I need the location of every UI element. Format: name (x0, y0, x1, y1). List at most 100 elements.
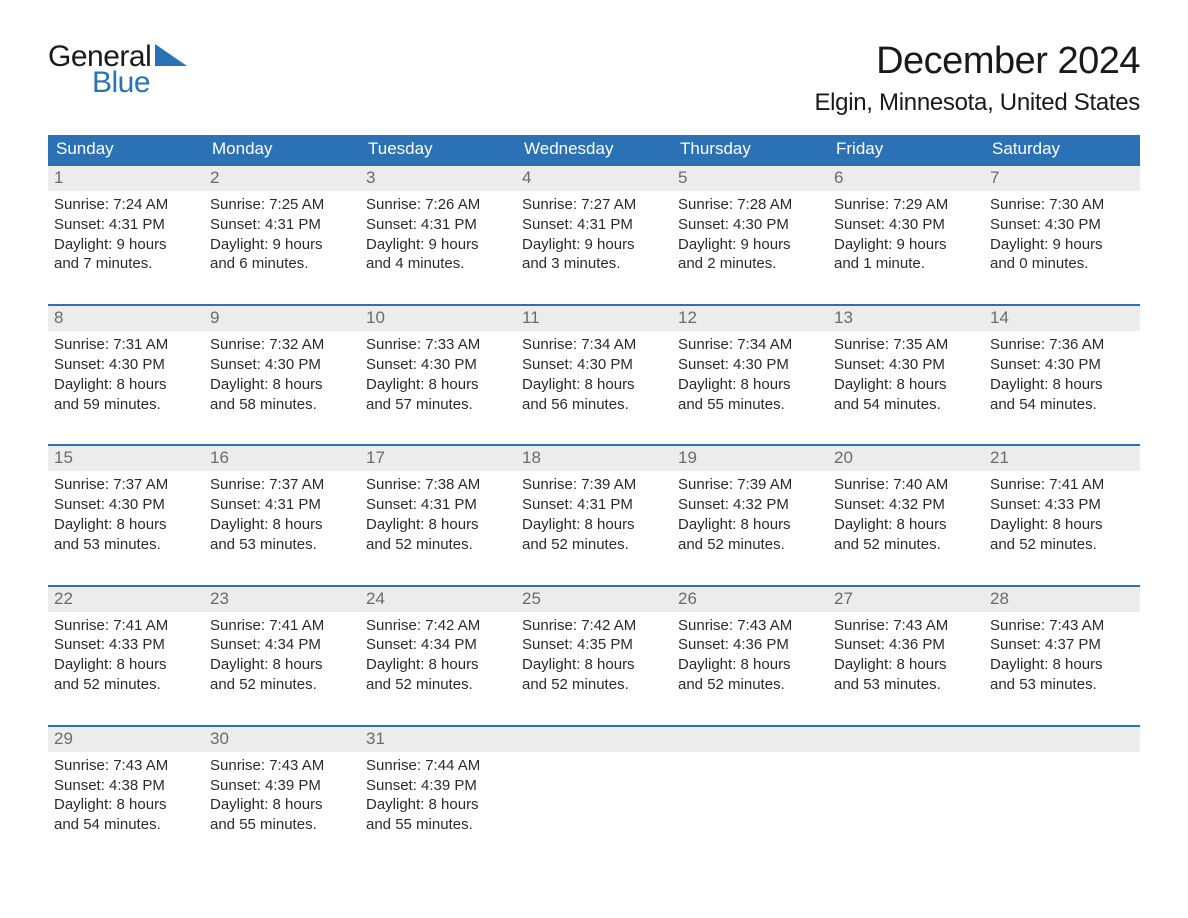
daylight-line-1: Daylight: 8 hours (522, 655, 666, 675)
daylight-line-2: and 52 minutes. (54, 675, 198, 695)
day-cell: 30Sunrise: 7:43 AMSunset: 4:39 PMDayligh… (204, 727, 360, 841)
daylight-line-2: and 52 minutes. (210, 675, 354, 695)
daylight-line-2: and 53 minutes. (834, 675, 978, 695)
day-cell: 8Sunrise: 7:31 AMSunset: 4:30 PMDaylight… (48, 306, 204, 420)
day-body: Sunrise: 7:39 AMSunset: 4:31 PMDaylight:… (516, 471, 672, 560)
daylight-line-2: and 53 minutes. (210, 535, 354, 555)
daylight-line-1: Daylight: 9 hours (210, 235, 354, 255)
day-cell: 6Sunrise: 7:29 AMSunset: 4:30 PMDaylight… (828, 166, 984, 280)
sunset-line: Sunset: 4:32 PM (678, 495, 822, 515)
day-body: Sunrise: 7:37 AMSunset: 4:30 PMDaylight:… (48, 471, 204, 560)
day-number: 10 (360, 306, 516, 331)
sunrise-line: Sunrise: 7:43 AM (210, 756, 354, 776)
day-number-empty (984, 727, 1140, 752)
day-cell: 11Sunrise: 7:34 AMSunset: 4:30 PMDayligh… (516, 306, 672, 420)
daylight-line-1: Daylight: 8 hours (366, 795, 510, 815)
day-body: Sunrise: 7:24 AMSunset: 4:31 PMDaylight:… (48, 191, 204, 280)
sunset-line: Sunset: 4:39 PM (210, 776, 354, 796)
daylight-line-1: Daylight: 8 hours (678, 515, 822, 535)
day-cell: 21Sunrise: 7:41 AMSunset: 4:33 PMDayligh… (984, 446, 1140, 560)
daylight-line-2: and 54 minutes. (834, 395, 978, 415)
day-body: Sunrise: 7:30 AMSunset: 4:30 PMDaylight:… (984, 191, 1140, 280)
day-body: Sunrise: 7:31 AMSunset: 4:30 PMDaylight:… (48, 331, 204, 420)
title-block: December 2024 Elgin, Minnesota, United S… (814, 40, 1140, 131)
sunset-line: Sunset: 4:36 PM (678, 635, 822, 655)
day-body: Sunrise: 7:35 AMSunset: 4:30 PMDaylight:… (828, 331, 984, 420)
sunrise-line: Sunrise: 7:37 AM (210, 475, 354, 495)
day-body: Sunrise: 7:32 AMSunset: 4:30 PMDaylight:… (204, 331, 360, 420)
day-cell: 14Sunrise: 7:36 AMSunset: 4:30 PMDayligh… (984, 306, 1140, 420)
day-cell (984, 727, 1140, 841)
sunrise-line: Sunrise: 7:33 AM (366, 335, 510, 355)
day-number: 4 (516, 166, 672, 191)
sunset-line: Sunset: 4:30 PM (678, 215, 822, 235)
daylight-line-1: Daylight: 8 hours (834, 375, 978, 395)
sunset-line: Sunset: 4:32 PM (834, 495, 978, 515)
day-cell: 9Sunrise: 7:32 AMSunset: 4:30 PMDaylight… (204, 306, 360, 420)
daylight-line-2: and 58 minutes. (210, 395, 354, 415)
daylight-line-1: Daylight: 8 hours (990, 655, 1134, 675)
sunrise-line: Sunrise: 7:30 AM (990, 195, 1134, 215)
day-body: Sunrise: 7:43 AMSunset: 4:38 PMDaylight:… (48, 752, 204, 841)
daylight-line-2: and 55 minutes. (678, 395, 822, 415)
day-number: 31 (360, 727, 516, 752)
day-cell: 1Sunrise: 7:24 AMSunset: 4:31 PMDaylight… (48, 166, 204, 280)
day-body: Sunrise: 7:41 AMSunset: 4:33 PMDaylight:… (48, 612, 204, 701)
daylight-line-2: and 59 minutes. (54, 395, 198, 415)
sunrise-line: Sunrise: 7:39 AM (678, 475, 822, 495)
day-cell: 22Sunrise: 7:41 AMSunset: 4:33 PMDayligh… (48, 587, 204, 701)
daylight-line-2: and 55 minutes. (366, 815, 510, 835)
day-cell: 2Sunrise: 7:25 AMSunset: 4:31 PMDaylight… (204, 166, 360, 280)
sunrise-line: Sunrise: 7:37 AM (54, 475, 198, 495)
sunrise-line: Sunrise: 7:38 AM (366, 475, 510, 495)
day-number: 6 (828, 166, 984, 191)
page-title: December 2024 (814, 40, 1140, 83)
sunset-line: Sunset: 4:30 PM (210, 355, 354, 375)
daylight-line-1: Daylight: 8 hours (522, 515, 666, 535)
day-body: Sunrise: 7:42 AMSunset: 4:35 PMDaylight:… (516, 612, 672, 701)
sunset-line: Sunset: 4:34 PM (366, 635, 510, 655)
sunset-line: Sunset: 4:34 PM (210, 635, 354, 655)
week-row: 1Sunrise: 7:24 AMSunset: 4:31 PMDaylight… (48, 164, 1140, 280)
daylight-line-1: Daylight: 9 hours (54, 235, 198, 255)
daylight-line-1: Daylight: 9 hours (678, 235, 822, 255)
week-row: 22Sunrise: 7:41 AMSunset: 4:33 PMDayligh… (48, 585, 1140, 701)
sunset-line: Sunset: 4:31 PM (366, 495, 510, 515)
day-body: Sunrise: 7:43 AMSunset: 4:36 PMDaylight:… (828, 612, 984, 701)
daylight-line-1: Daylight: 9 hours (990, 235, 1134, 255)
day-body: Sunrise: 7:41 AMSunset: 4:33 PMDaylight:… (984, 471, 1140, 560)
sunrise-line: Sunrise: 7:34 AM (522, 335, 666, 355)
sunset-line: Sunset: 4:37 PM (990, 635, 1134, 655)
sunset-line: Sunset: 4:30 PM (54, 355, 198, 375)
week-row: 29Sunrise: 7:43 AMSunset: 4:38 PMDayligh… (48, 725, 1140, 841)
day-body: Sunrise: 7:27 AMSunset: 4:31 PMDaylight:… (516, 191, 672, 280)
weekday-monday: Monday (204, 135, 360, 164)
day-number: 20 (828, 446, 984, 471)
day-number-empty (672, 727, 828, 752)
location-subtitle: Elgin, Minnesota, United States (814, 89, 1140, 117)
sunrise-line: Sunrise: 7:29 AM (834, 195, 978, 215)
sunrise-line: Sunrise: 7:43 AM (678, 616, 822, 636)
sunrise-line: Sunrise: 7:24 AM (54, 195, 198, 215)
day-cell (672, 727, 828, 841)
day-body: Sunrise: 7:42 AMSunset: 4:34 PMDaylight:… (360, 612, 516, 701)
sunrise-line: Sunrise: 7:41 AM (210, 616, 354, 636)
sunset-line: Sunset: 4:30 PM (834, 355, 978, 375)
day-number: 22 (48, 587, 204, 612)
header: General Blue December 2024 Elgin, Minnes… (48, 40, 1140, 131)
daylight-line-2: and 52 minutes. (834, 535, 978, 555)
sunset-line: Sunset: 4:30 PM (522, 355, 666, 375)
day-body: Sunrise: 7:25 AMSunset: 4:31 PMDaylight:… (204, 191, 360, 280)
sunrise-line: Sunrise: 7:42 AM (522, 616, 666, 636)
sunset-line: Sunset: 4:30 PM (366, 355, 510, 375)
day-number: 13 (828, 306, 984, 331)
daylight-line-1: Daylight: 8 hours (210, 375, 354, 395)
day-number: 8 (48, 306, 204, 331)
sunrise-line: Sunrise: 7:34 AM (678, 335, 822, 355)
day-number: 9 (204, 306, 360, 331)
day-number: 21 (984, 446, 1140, 471)
day-cell (828, 727, 984, 841)
sunrise-line: Sunrise: 7:43 AM (990, 616, 1134, 636)
day-body: Sunrise: 7:36 AMSunset: 4:30 PMDaylight:… (984, 331, 1140, 420)
daylight-line-1: Daylight: 8 hours (834, 655, 978, 675)
